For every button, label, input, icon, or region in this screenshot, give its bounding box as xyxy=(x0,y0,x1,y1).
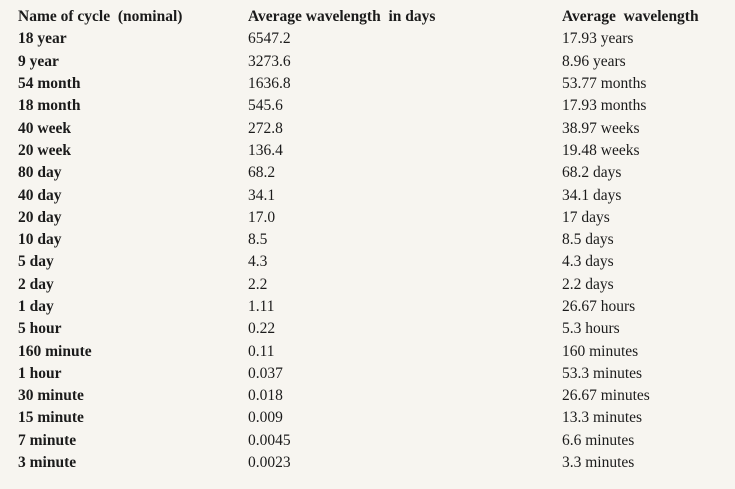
wavelength-days-cell: 1.11 xyxy=(248,298,275,315)
table-row: 15 minute 0.009 13.3 minutes xyxy=(18,407,735,429)
cycle-name-cell: 1 hour xyxy=(18,364,62,382)
table-row: 18 month 545.6 17.93 months xyxy=(18,95,735,117)
table-row: 7 minute 0.0045 6.6 minutes xyxy=(18,430,735,452)
wavelength-days-cell: 68.2 xyxy=(248,164,276,182)
wavelength-days-cell: 545.6 xyxy=(248,97,283,115)
wavelength-days-cell: 0.037 xyxy=(248,364,283,382)
wavelength-natural-cell: 13.3 minutes xyxy=(562,409,643,427)
table-row: 10 day 8.5 8.5 days xyxy=(18,229,735,251)
table-row: 20 week 136.4 19.48 weeks xyxy=(18,140,735,162)
cycle-name-cell: 5 hour xyxy=(18,320,62,338)
header-cycle-name: Name of cycle (nominal) xyxy=(18,8,183,26)
table-row: 80 day 68.2 68.2 days xyxy=(18,162,735,184)
wavelength-days-cell: 0.018 xyxy=(248,387,283,405)
table-row: 2 day 2.2 2.2 days xyxy=(18,274,735,296)
cycle-wavelength-table: Name of cycle (nominal) Average waveleng… xyxy=(18,6,735,474)
wavelength-natural-cell: 160 minutes xyxy=(562,342,639,360)
wavelength-natural-cell: 8.96 years xyxy=(562,52,626,70)
table-row: 18 year 6547.2 17.93 years xyxy=(18,28,735,50)
wavelength-days-cell: 4.3 xyxy=(248,253,268,271)
wavelength-natural-cell: 4.3 days xyxy=(562,253,614,271)
wavelength-natural-cell: 5.3 hours xyxy=(562,320,620,338)
cycle-name-cell: 40 week xyxy=(18,119,71,137)
table-row: 1 hour 0.037 53.3 minutes xyxy=(18,363,735,385)
wavelength-natural-cell: 2.2 days xyxy=(562,275,614,293)
cycle-name-cell: 80 day xyxy=(18,164,62,182)
cycle-name-cell: 18 year xyxy=(18,30,67,48)
wavelength-days-cell: 34.1 xyxy=(248,186,276,204)
wavelength-natural-cell: 17.93 years xyxy=(562,30,634,48)
wavelength-natural-cell: 19.48 weeks xyxy=(562,141,640,159)
wavelength-natural-cell: 38.97 weeks xyxy=(562,119,640,137)
wavelength-natural-cell: 68.2 days xyxy=(562,164,622,182)
cycle-name-cell: 54 month xyxy=(18,75,81,93)
table-row: 1 day 1.11 26.67 hours xyxy=(18,296,735,318)
wavelength-natural-cell: 3.3 minutes xyxy=(562,454,635,472)
wavelength-days-cell: 8.5 xyxy=(248,231,268,249)
table-header: Name of cycle (nominal) Average waveleng… xyxy=(18,6,735,28)
wavelength-days-cell: 0.009 xyxy=(248,409,283,427)
table-row: 3 minute 0.0023 3.3 minutes xyxy=(18,452,735,474)
cycle-name-cell: 5 day xyxy=(18,253,54,271)
table-row: 20 day 17.0 17 days xyxy=(18,207,735,229)
table-row: 9 year 3273.6 8.96 years xyxy=(18,51,735,73)
table-row: 5 day 4.3 4.3 days xyxy=(18,251,735,273)
wavelength-days-cell: 1636.8 xyxy=(248,75,291,93)
wavelength-days-cell: 0.22 xyxy=(248,320,276,338)
cycle-name-cell: 160 minute xyxy=(18,342,92,360)
table-row: 54 month 1636.8 53.77 months xyxy=(18,73,735,95)
wavelength-days-cell: 6547.2 xyxy=(248,30,291,48)
cycle-name-cell: 1 day xyxy=(18,298,54,315)
wavelength-natural-cell: 17.93 months xyxy=(562,97,647,115)
wavelength-days-cell: 0.11 xyxy=(248,342,275,360)
table-row: 30 minute 0.018 26.67 minutes xyxy=(18,385,735,407)
table-row: 40 week 272.8 38.97 weeks xyxy=(18,117,735,139)
cycle-name-cell: 30 minute xyxy=(18,387,84,405)
wavelength-days-cell: 0.0023 xyxy=(248,454,291,472)
wavelength-natural-cell: 17 days xyxy=(562,208,610,226)
cycle-name-cell: 18 month xyxy=(18,97,81,115)
cycle-name-cell: 10 day xyxy=(18,231,62,249)
cycle-name-cell: 7 minute xyxy=(18,431,77,449)
wavelength-days-cell: 272.8 xyxy=(248,119,283,137)
cycle-name-cell: 20 week xyxy=(18,141,71,159)
cycle-name-cell: 2 day xyxy=(18,275,54,293)
wavelength-days-cell: 136.4 xyxy=(248,141,283,159)
wavelength-natural-cell: 8.5 days xyxy=(562,231,614,249)
cycle-name-cell: 15 minute xyxy=(18,409,84,427)
header-wavelength-natural: Average wavelength xyxy=(562,8,699,26)
table-row: 40 day 34.1 34.1 days xyxy=(18,184,735,206)
cycle-name-cell: 20 day xyxy=(18,208,62,226)
cycle-name-cell: 3 minute xyxy=(18,454,77,472)
cycle-name-cell: 40 day xyxy=(18,186,62,204)
cycle-name-cell: 9 year xyxy=(18,52,59,70)
wavelength-natural-cell: 26.67 hours xyxy=(562,298,636,315)
wavelength-natural-cell: 34.1 days xyxy=(562,186,622,204)
table-row: 160 minute 0.11 160 minutes xyxy=(18,340,735,362)
wavelength-natural-cell: 53.77 months xyxy=(562,75,647,93)
wavelength-natural-cell: 53.3 minutes xyxy=(562,364,643,382)
header-row: Name of cycle (nominal) Average waveleng… xyxy=(18,6,735,28)
table-row: 5 hour 0.22 5.3 hours xyxy=(18,318,735,340)
wavelength-days-cell: 0.0045 xyxy=(248,431,291,449)
table-body: 18 year 6547.2 17.93 years 9 year 3273.6 8.96… xyxy=(18,28,735,474)
header-wavelength-days: Average wavelength in days xyxy=(248,8,436,26)
wavelength-days-cell: 3273.6 xyxy=(248,52,291,70)
wavelength-natural-cell: 26.67 minutes xyxy=(562,387,650,405)
wavelength-days-cell: 17.0 xyxy=(248,208,276,226)
wavelength-days-cell: 2.2 xyxy=(248,275,268,293)
wavelength-natural-cell: 6.6 minutes xyxy=(562,431,635,449)
